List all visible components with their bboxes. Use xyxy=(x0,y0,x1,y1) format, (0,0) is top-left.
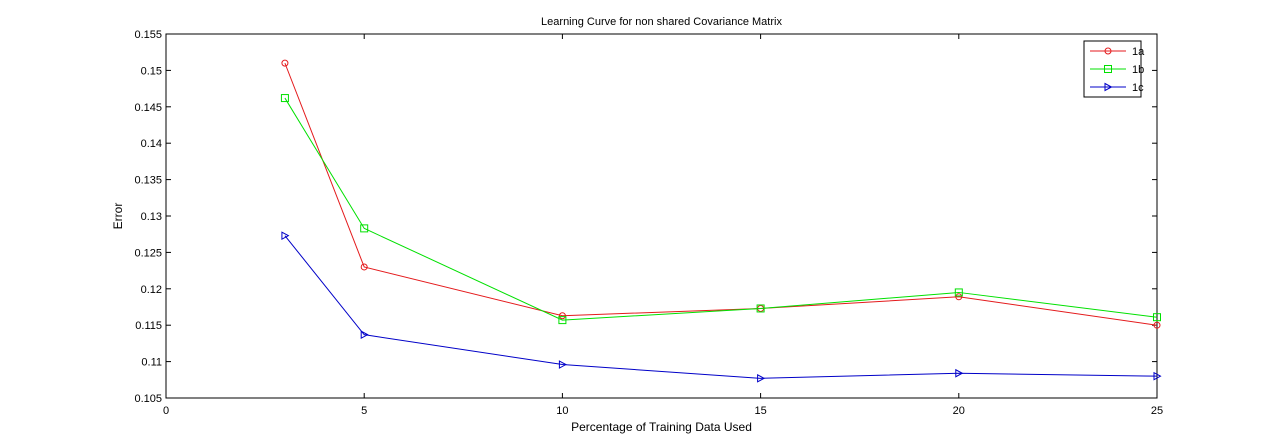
x-tick-label: 25 xyxy=(1151,405,1163,417)
data-point-1a xyxy=(955,293,963,301)
data-point-1b xyxy=(280,94,289,103)
series-line-1a xyxy=(284,62,1158,326)
x-tick-label: 10 xyxy=(556,405,568,417)
data-point-1a xyxy=(360,263,368,271)
data-point-1b xyxy=(756,304,765,313)
data-point-1a xyxy=(1153,321,1161,329)
plot-area xyxy=(165,33,1158,399)
y-tick-label: 0.125 xyxy=(134,247,162,259)
legend-marker-1a xyxy=(1104,47,1112,55)
data-point-1b xyxy=(558,316,567,325)
y-tick-label: 0.115 xyxy=(135,320,162,332)
data-point-1b xyxy=(954,288,963,297)
chart-title: Learning Curve for non shared Covariance… xyxy=(541,16,782,28)
x-axis-label: Percentage of Training Data Used xyxy=(571,420,752,434)
y-tick-label: 0.12 xyxy=(141,284,162,296)
data-point-1b xyxy=(360,224,369,233)
data-point-1c xyxy=(281,231,290,240)
x-tick-label: 5 xyxy=(361,405,367,417)
x-tick-label: 0 xyxy=(163,405,169,417)
y-tick-label: 0.15 xyxy=(141,65,162,77)
x-tick-label: 15 xyxy=(754,405,766,417)
y-tick-label: 0.14 xyxy=(141,138,162,150)
legend-marker-1c xyxy=(1104,82,1113,92)
data-point-1c xyxy=(955,368,964,378)
y-tick-label: 0.11 xyxy=(141,357,162,369)
data-point-1b xyxy=(1153,313,1161,322)
data-point-1a xyxy=(558,312,566,320)
series-line-1c xyxy=(284,235,1158,379)
series-line-1b xyxy=(284,97,1158,321)
y-tick-label: 0.135 xyxy=(134,175,162,187)
data-point-1c xyxy=(1153,371,1162,381)
x-tick-label: 20 xyxy=(953,405,965,417)
data-point-1c xyxy=(757,374,766,383)
legend-label-1b: 1b xyxy=(1132,64,1144,76)
legend: 1a 1b 1c xyxy=(1083,40,1145,98)
y-tick-label: 0.155 xyxy=(134,29,162,41)
axes-ticks: 0 5 10 15 20 25 0.105 0.11 0.115 0.12 0.125 0.13 0.1… xyxy=(134,29,1163,417)
data-point-1c xyxy=(360,330,369,340)
series-1b xyxy=(280,94,1161,325)
data-series xyxy=(280,59,1162,383)
series-1c xyxy=(281,231,1162,383)
legend-label-1c: 1c xyxy=(1132,82,1144,94)
y-axis-label: Error xyxy=(111,203,125,230)
y-tick-label: 0.145 xyxy=(134,102,162,114)
data-point-1c xyxy=(558,360,567,369)
data-point-1a xyxy=(281,59,289,67)
legend-marker-1b xyxy=(1104,65,1112,73)
legend-label-1a: 1a xyxy=(1132,46,1145,58)
y-tick-label: 0.105 xyxy=(134,393,162,405)
y-tick-label: 0.13 xyxy=(141,211,162,223)
